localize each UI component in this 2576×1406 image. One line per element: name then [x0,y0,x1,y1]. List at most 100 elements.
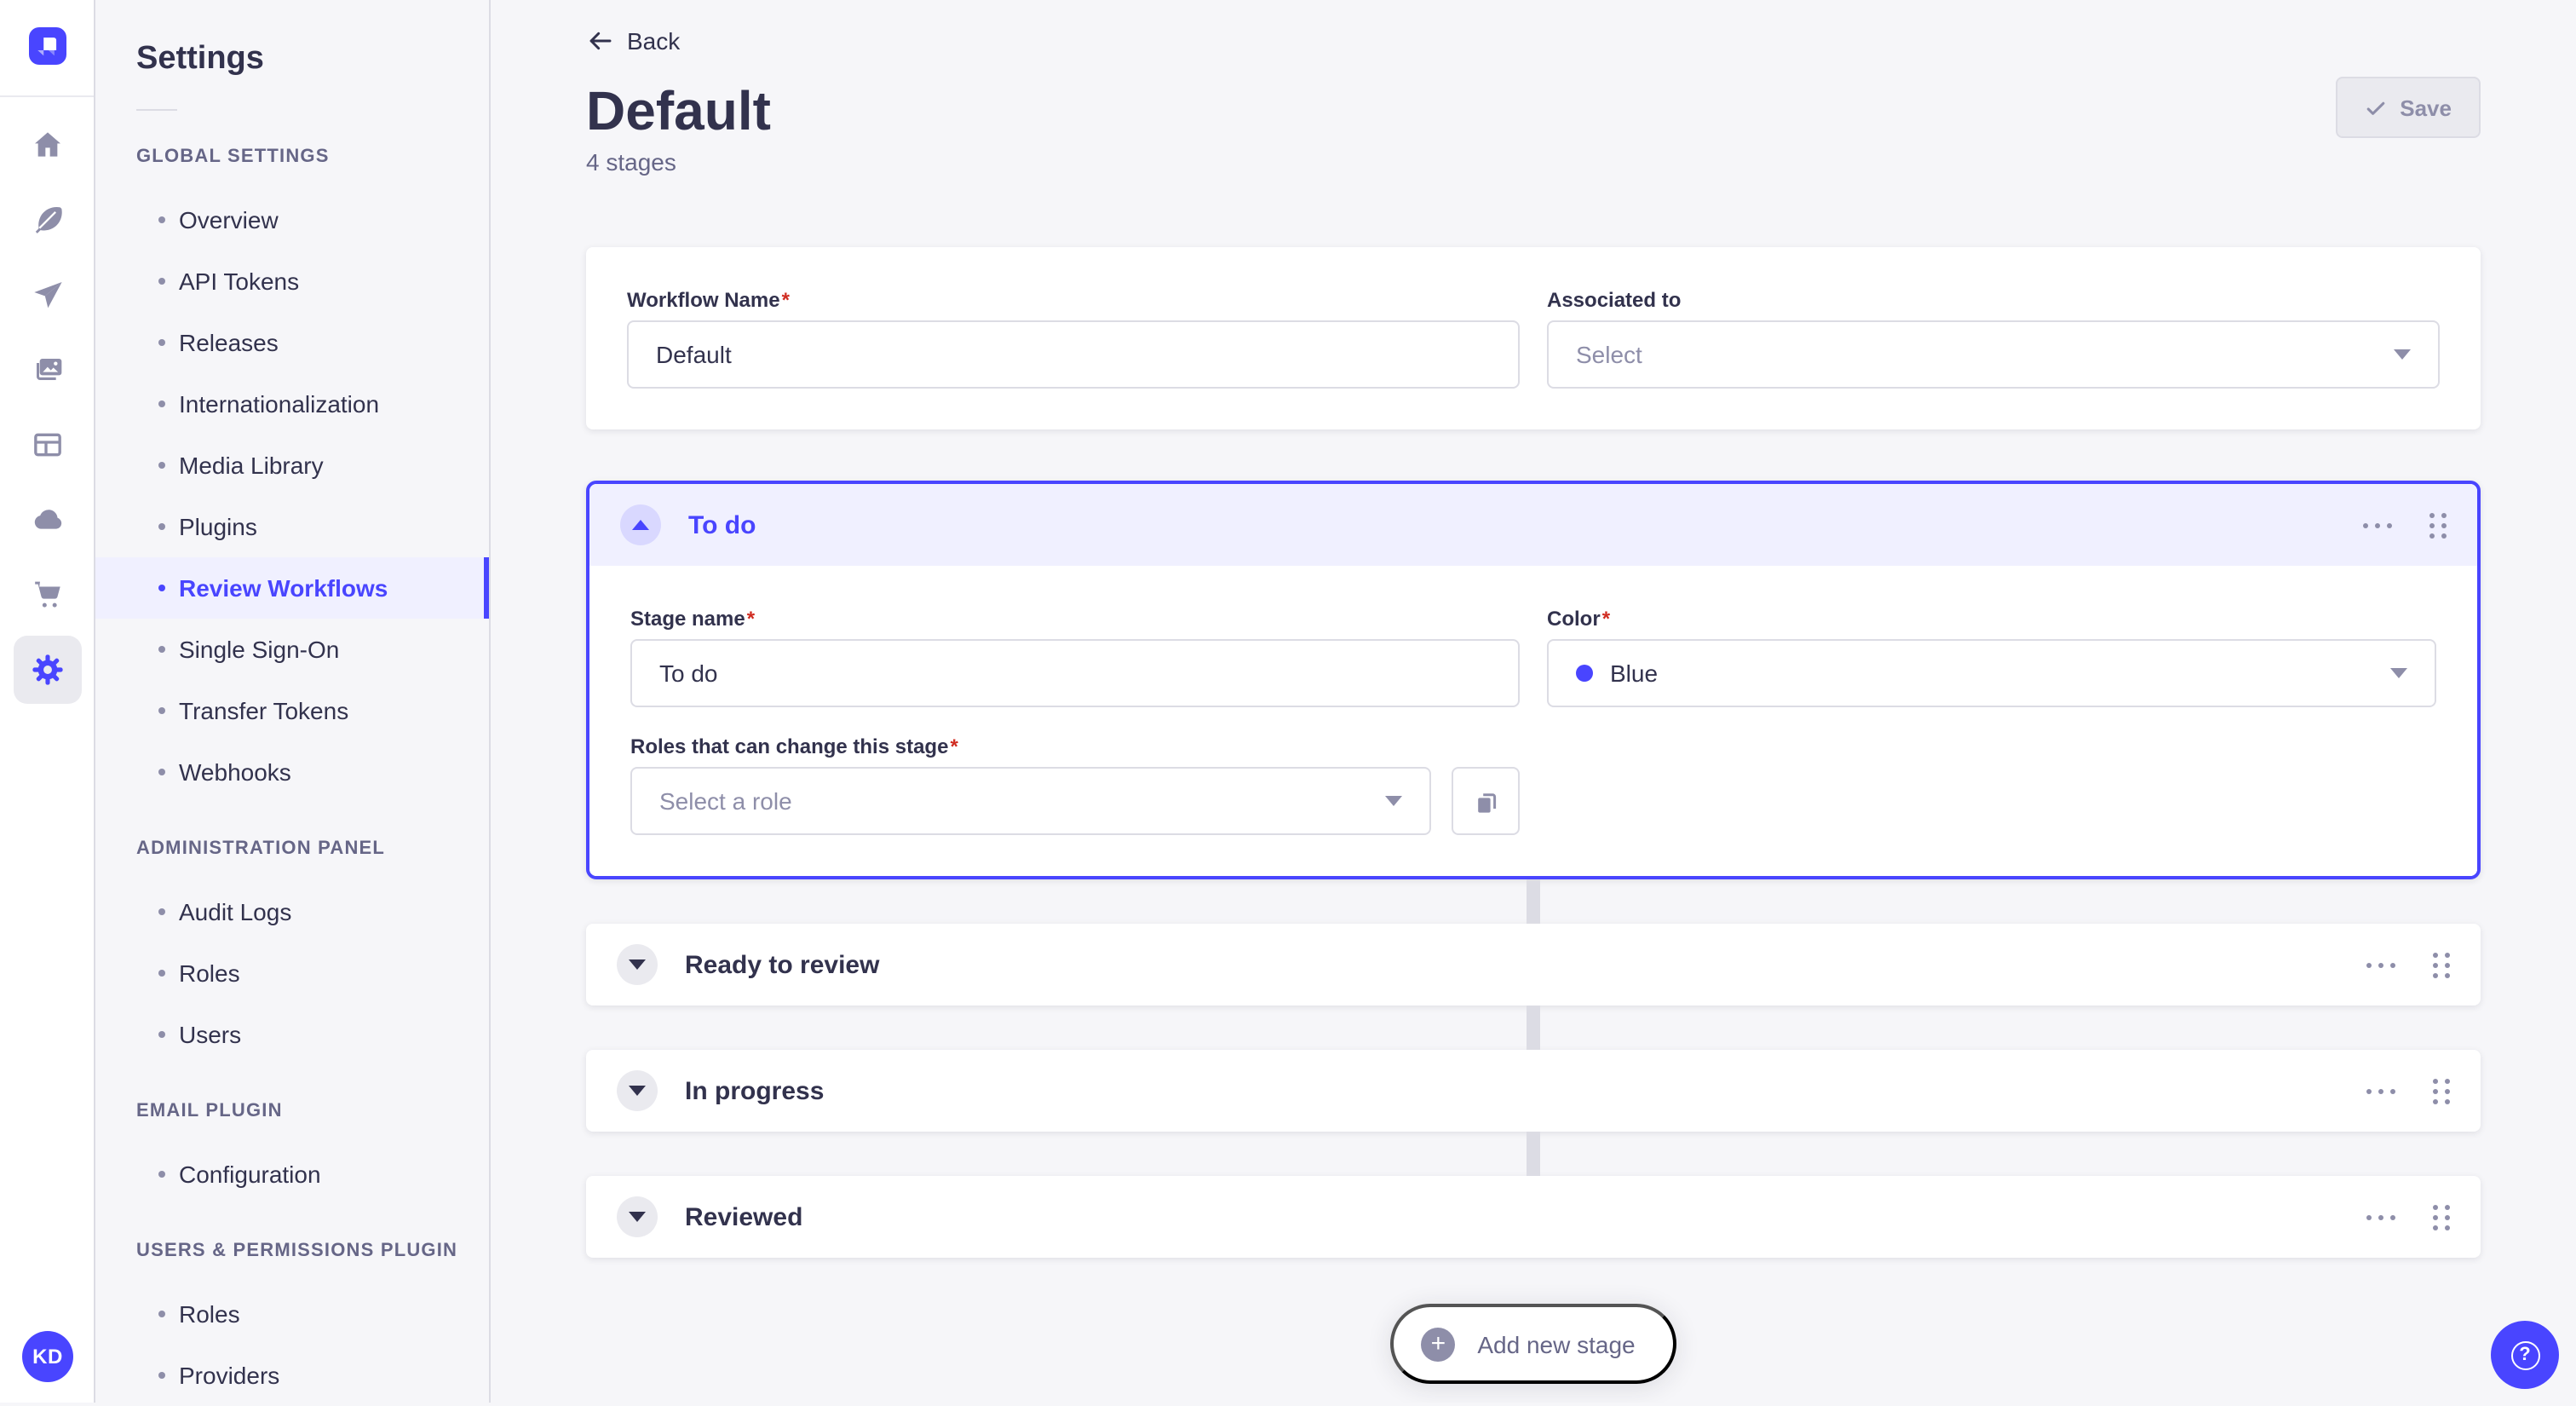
marketplace-cart-icon[interactable] [30,578,64,612]
bullet-icon [158,216,165,223]
bullet-icon [158,1372,165,1379]
stage-title: To do [688,510,756,539]
stage-options-menu-icon[interactable] [2363,516,2392,534]
administration-panel-list: Audit Logs Roles Users [95,881,489,1065]
stage-accordion-in-progress[interactable]: In progress [586,1050,2481,1132]
associated-to-label: Associated to [1547,288,2440,312]
sidebar-item-users[interactable]: Users [95,1004,489,1065]
sidebar-item-configuration[interactable]: Configuration [95,1144,489,1205]
user-avatar[interactable]: KD [22,1331,73,1382]
stage-options-menu-icon[interactable] [2366,1081,2395,1100]
sidebar-item-review-workflows[interactable]: Review Workflows [95,557,489,619]
sidebar-item-webhooks[interactable]: Webhooks [95,741,489,803]
sidebar-item-up-roles[interactable]: Roles [95,1283,489,1345]
stage-options-menu-icon[interactable] [2366,955,2395,974]
cloud-icon[interactable] [30,503,64,537]
sidebar-title: Settings [136,41,264,77]
label-text: Color [1547,607,1601,631]
bullet-icon [158,970,165,977]
workflow-name-input[interactable] [627,320,1520,389]
stage-title: Ready to review [685,950,880,979]
chevron-down-icon [2390,668,2407,678]
back-label: Back [627,27,681,55]
stage-color-field: Color * Blue [1547,607,2436,707]
drag-handle-icon[interactable] [2429,512,2447,538]
associated-to-select[interactable]: Select [1547,320,2440,389]
back-link[interactable]: Back [586,27,680,55]
sidebar-item-media-library[interactable]: Media Library [95,435,489,496]
drag-handle-icon[interactable] [2433,952,2450,977]
sidebar-item-api-tokens[interactable]: API Tokens [95,251,489,312]
stage-connector [586,1132,2481,1176]
roles-select[interactable]: Select a role [630,767,1431,835]
sidebar-item-transfer-tokens[interactable]: Transfer Tokens [95,680,489,741]
duplicate-stage-button[interactable] [1452,767,1520,835]
expand-toggle-button[interactable] [617,944,658,985]
associated-to-field: Associated to Select [1547,288,2440,389]
home-icon[interactable] [30,128,64,162]
sidebar-item-providers[interactable]: Providers [95,1345,489,1406]
sidebar-item-label: Roles [179,1300,240,1328]
chevron-down-icon [1385,796,1402,806]
color-select-value: Blue [1610,660,1659,687]
select-placeholder: Select [1576,341,1642,368]
chevron-up-icon [632,520,649,530]
sidebar-item-label: Configuration [179,1161,321,1188]
chevron-down-icon [629,1086,646,1096]
label-text: Roles that can change this stage [630,735,949,758]
main-content: Back Default Save 4 stages Workflow Nam [491,0,2576,1403]
page-subtitle: 4 stages [586,148,676,176]
send-plane-icon[interactable] [30,278,64,312]
settings-gear-icon[interactable] [13,636,81,704]
chevron-down-icon [2394,349,2411,360]
drag-handle-icon[interactable] [2433,1204,2450,1230]
required-asterisk: * [1601,607,1611,631]
stage-connector [586,1006,2481,1050]
sidebar-item-label: API Tokens [179,268,300,295]
duplicate-icon [1477,792,1496,812]
sidebar-item-internationalization[interactable]: Internationalization [95,373,489,435]
rail-divider [0,95,94,97]
add-new-stage-button[interactable]: + Add new stage [1390,1304,1676,1384]
sidebar-item-label: Transfer Tokens [179,697,349,724]
save-button[interactable]: Save [2335,77,2481,138]
media-library-icon[interactable] [30,353,64,387]
expand-toggle-button[interactable] [617,1070,658,1111]
sidebar-item-releases[interactable]: Releases [95,312,489,373]
bullet-icon [158,1311,165,1317]
help-button[interactable]: ? [2491,1321,2559,1389]
sidebar-item-audit-logs[interactable]: Audit Logs [95,881,489,942]
check-icon [2366,101,2384,114]
required-asterisk: * [781,288,790,312]
users-permissions-list: Roles Providers [95,1283,489,1406]
bullet-icon [158,523,165,530]
workflow-name-field: Workflow Name * [627,288,1520,389]
bullet-icon [158,908,165,915]
sidebar-item-plugins[interactable]: Plugins [95,496,489,557]
drag-handle-icon[interactable] [2433,1078,2450,1103]
stage-connector [586,879,2481,924]
bullet-icon [158,339,165,346]
chevron-down-icon [629,959,646,970]
stage-name-input[interactable] [630,639,1520,707]
sidebar-item-overview[interactable]: Overview [95,189,489,251]
strapi-logo[interactable] [28,27,66,65]
expand-toggle-button[interactable] [617,1196,658,1237]
section-administration-panel: ADMINISTRATION PANEL [136,838,386,859]
section-users-permissions-plugin: USERS & PERMISSIONS PLUGIN [136,1241,458,1261]
stage-todo-header[interactable]: To do [589,484,2477,566]
section-global-settings: GLOBAL SETTINGS [136,147,330,167]
stage-accordion-ready-to-review[interactable]: Ready to review [586,924,2481,1006]
sidebar-item-single-sign-on[interactable]: Single Sign-On [95,619,489,680]
collapse-toggle-button[interactable] [620,504,661,545]
color-select[interactable]: Blue [1547,639,2436,707]
arrow-left-icon [589,32,612,50]
stage-options-menu-icon[interactable] [2366,1207,2395,1226]
global-settings-list: Overview API Tokens Releases Internation… [95,189,489,803]
color-label: Color * [1547,607,2436,631]
stage-accordion-reviewed[interactable]: Reviewed [586,1176,2481,1258]
layout-panel-icon[interactable] [30,428,64,462]
label-text: Associated to [1547,288,1682,312]
sidebar-item-admin-roles[interactable]: Roles [95,942,489,1004]
content-manager-feather-icon[interactable] [30,203,64,237]
